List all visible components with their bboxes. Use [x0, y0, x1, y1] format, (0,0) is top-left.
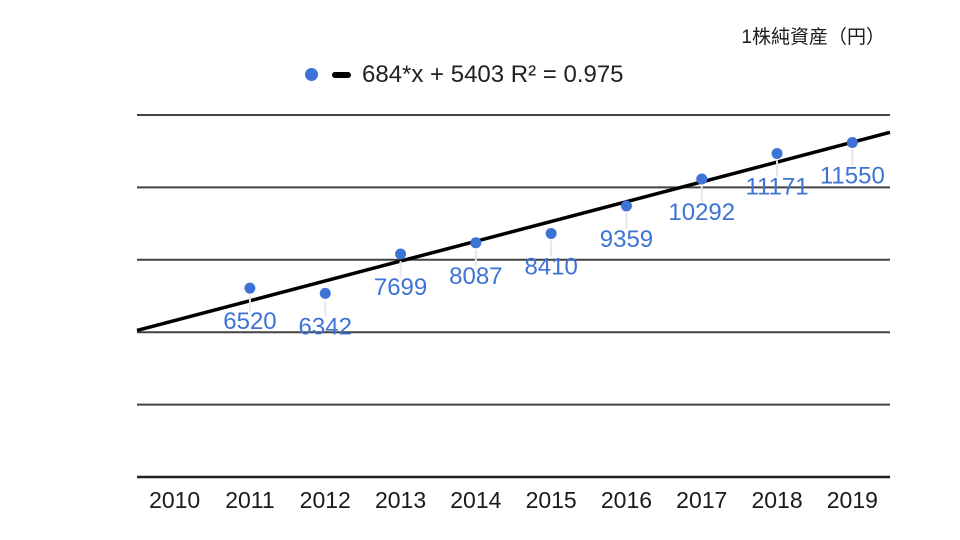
data-point-label: 6342: [299, 313, 352, 340]
x-tick-label: 2015: [526, 487, 577, 513]
x-tick-label: 2018: [751, 487, 802, 513]
x-tick-label: 2019: [827, 487, 878, 513]
data-point: [319, 287, 331, 299]
data-point-label: 11171: [745, 173, 808, 200]
data-point: [395, 248, 407, 260]
x-tick-label: 2014: [450, 487, 501, 513]
data-point: [846, 137, 858, 149]
chart-title: 1株純資産（円）: [741, 27, 885, 48]
trendline: [136, 130, 891, 333]
x-tick-label: 2012: [300, 487, 351, 513]
legend-label: 684*x + 5403 R² = 0.975: [362, 60, 624, 88]
data-point-label: 8087: [449, 263, 502, 290]
data-point-label: 7699: [374, 274, 427, 301]
data-point: [771, 147, 783, 159]
data-point-label: 6520: [223, 308, 276, 335]
x-tick-label: 2011: [225, 487, 274, 513]
x-tick-label: 2010: [149, 487, 200, 513]
data-point: [620, 200, 632, 212]
data-point: [244, 282, 256, 294]
x-tick-label: 2017: [676, 487, 727, 513]
series-marker-icon: [305, 68, 318, 81]
data-point-label: 8410: [524, 253, 577, 280]
legend: 684*x + 5403 R² = 0.975: [305, 60, 624, 89]
data-point-label: 10292: [668, 199, 735, 226]
data-point: [545, 227, 557, 239]
data-point-label: 11550: [820, 163, 885, 190]
data-point: [470, 237, 482, 249]
x-tick-label: 2013: [375, 487, 426, 513]
data-point-label: 9359: [600, 226, 653, 253]
trendline-marker-icon: [332, 71, 351, 78]
data-point: [696, 173, 708, 185]
x-tick-label: 2016: [601, 487, 652, 513]
